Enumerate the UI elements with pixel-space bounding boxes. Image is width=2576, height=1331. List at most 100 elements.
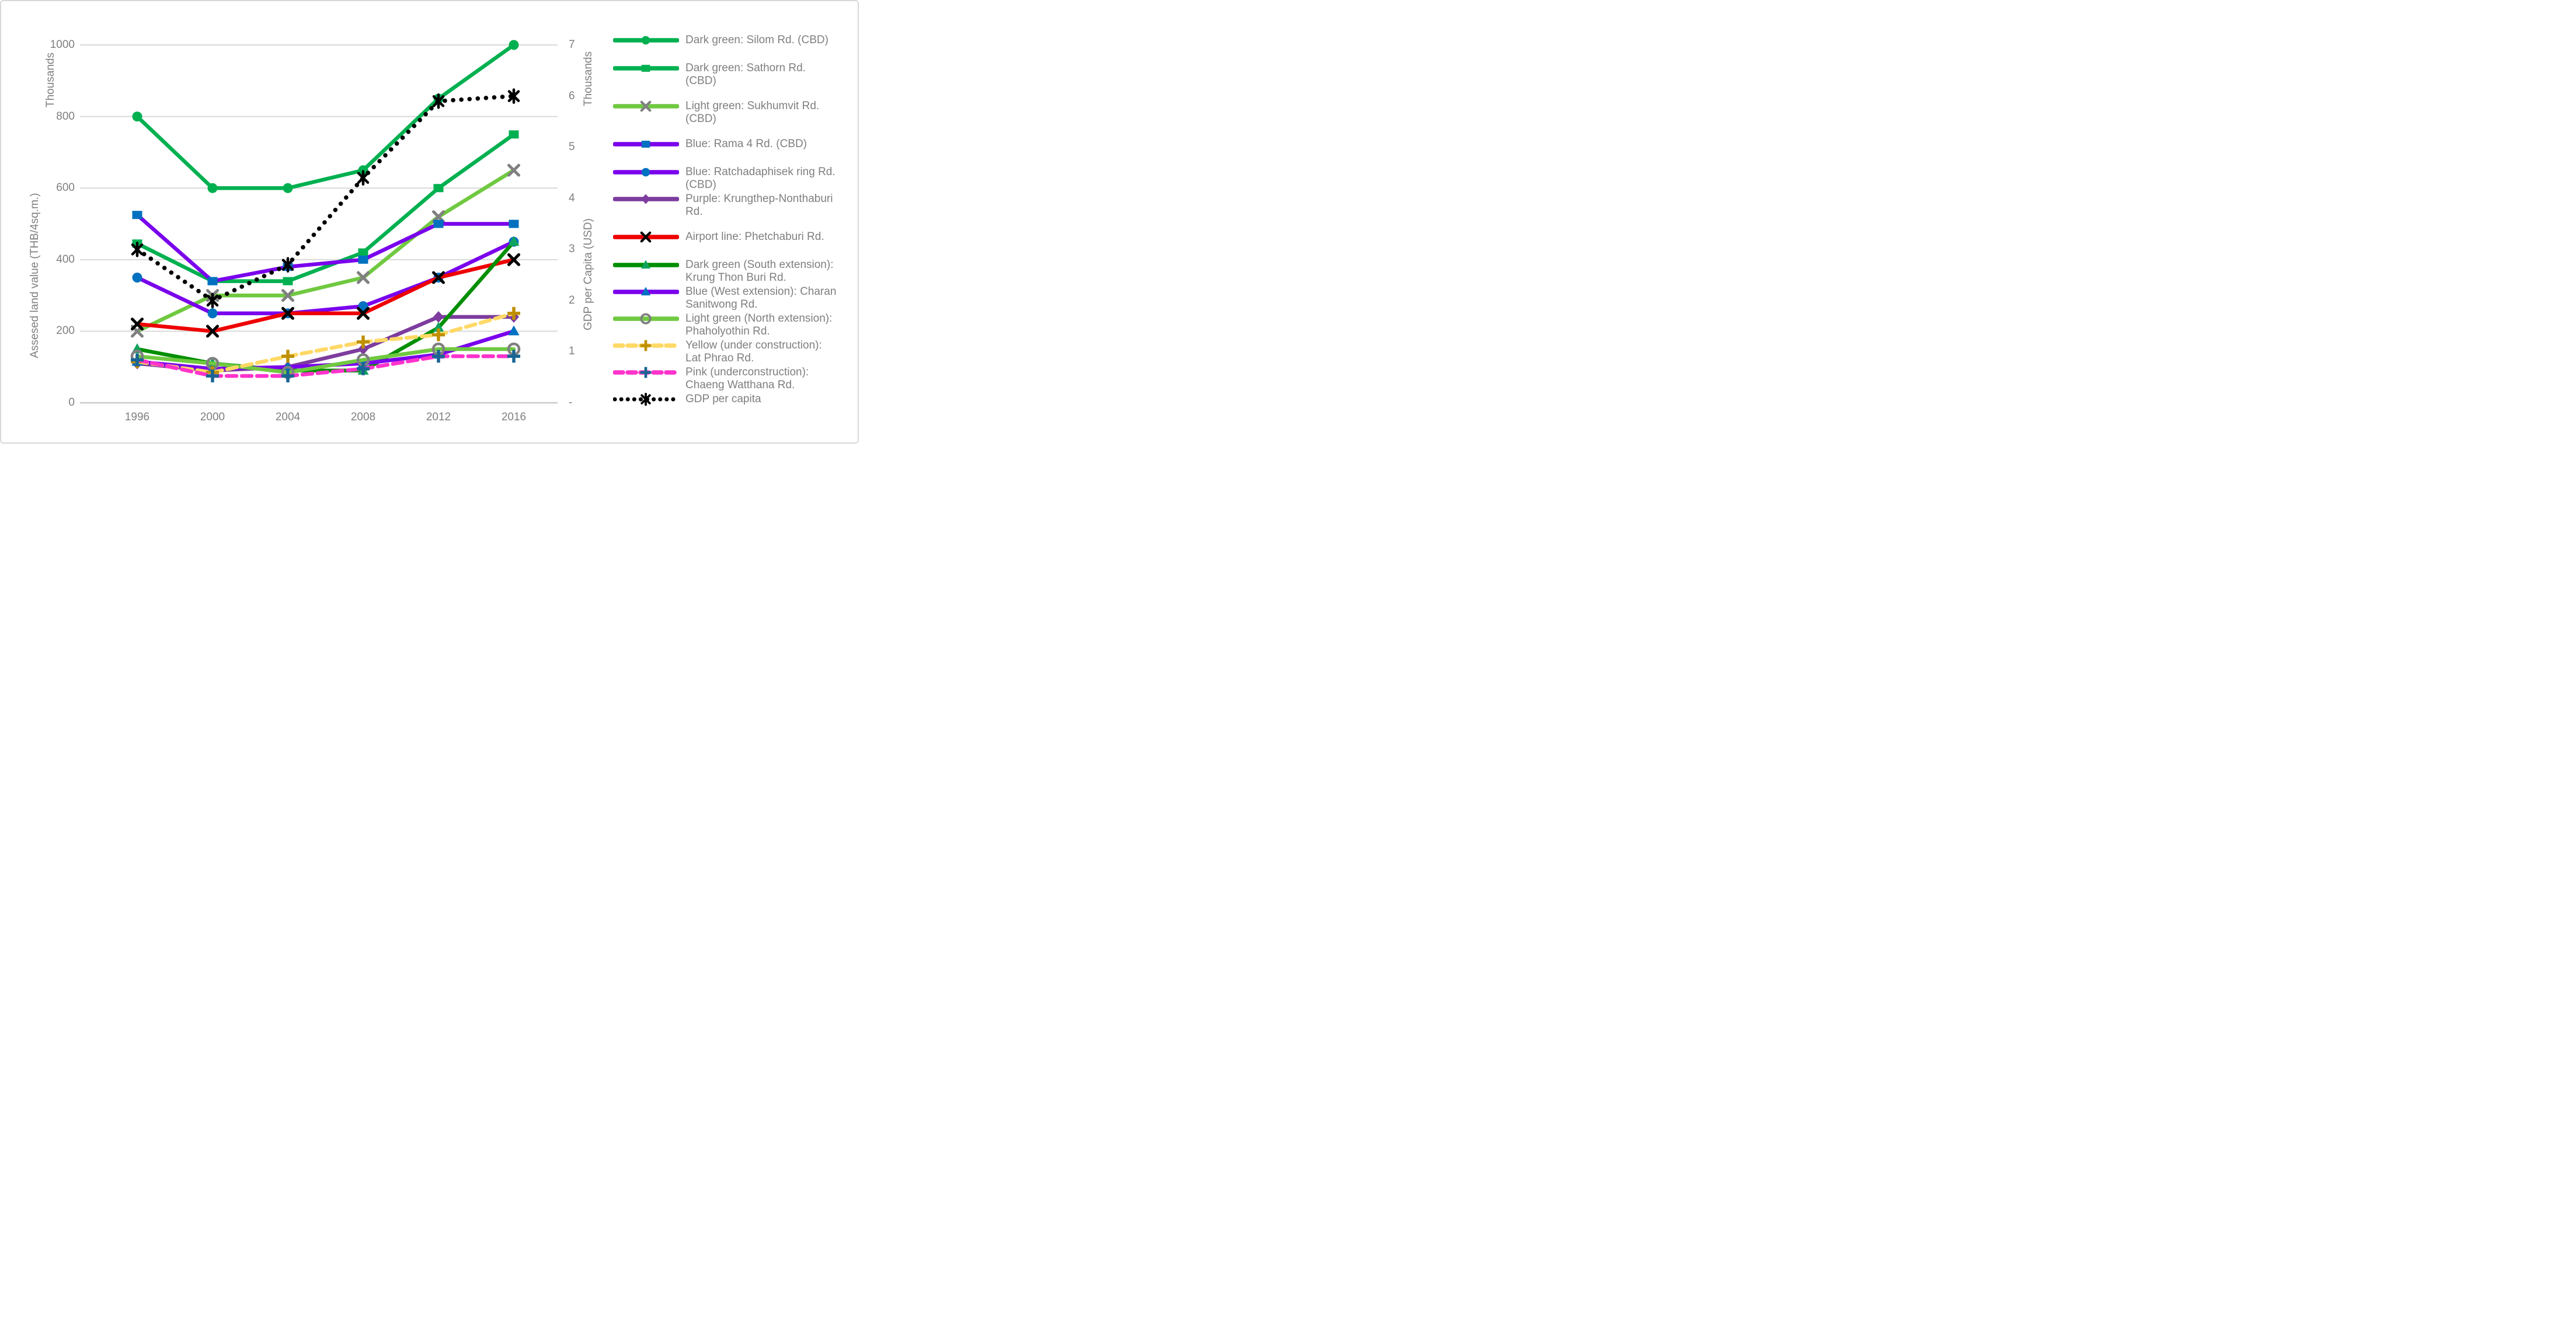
series-4-point-1996[interactable] <box>132 273 142 283</box>
series-12-point-2008[interactable] <box>357 170 370 186</box>
legend-label-5: Purple: Krungthep-Nonthaburi Rd. <box>685 193 833 218</box>
legend-swatch-6 <box>612 231 680 246</box>
right-axis-title: GDP per Capita (USD) <box>582 218 594 330</box>
series-3-point-2008[interactable] <box>358 255 368 264</box>
series-4-point-2008[interactable] <box>358 301 368 311</box>
left-tick-400: 400 <box>56 253 75 266</box>
series-5-point-2008[interactable] <box>358 343 368 355</box>
legend-swatch-12 <box>612 392 680 409</box>
series-10-point-2016[interactable] <box>507 306 520 320</box>
series-8-point-2016[interactable] <box>508 325 520 336</box>
x-tick-2016: 2016 <box>501 411 527 423</box>
legend-item-5[interactable]: Purple: Krungthep-Nonthaburi Rd. <box>612 193 847 218</box>
legend-swatch-7 <box>612 259 680 274</box>
series-11-point-2016[interactable] <box>507 350 520 363</box>
legend-item-1[interactable]: Dark green: Sathorn Rd. (CBD) <box>612 62 847 88</box>
legend-label-1: Dark green: Sathorn Rd. (CBD) <box>685 62 806 87</box>
series-line-3[interactable] <box>135 212 516 283</box>
series-6-point-2000[interactable] <box>206 325 219 338</box>
right-tick-7: 7 <box>569 39 575 51</box>
legend-swatch-0 <box>612 34 680 50</box>
series-1-point-2012[interactable] <box>433 184 444 193</box>
series-11-point-1996[interactable] <box>131 353 144 367</box>
series-12-point-2016[interactable] <box>507 88 520 104</box>
legend-item-6[interactable]: Airport line: Phetchaburi Rd. <box>612 231 847 246</box>
legend-swatch-1 <box>612 62 680 78</box>
series-11-point-2008[interactable] <box>357 362 370 375</box>
series-12-point-1996[interactable] <box>131 242 144 257</box>
series-line-9[interactable] <box>135 347 516 375</box>
series-6-point-2016[interactable] <box>507 253 520 266</box>
legend-swatch-11 <box>612 366 680 382</box>
left-tick-0: 0 <box>68 396 75 409</box>
legend-item-12[interactable]: GDP per capita <box>612 392 847 409</box>
series-11-point-2000[interactable] <box>206 370 219 382</box>
series-line-11[interactable] <box>135 354 516 378</box>
series-1-point-2008[interactable] <box>358 248 368 257</box>
legend-item-10[interactable]: Yellow (under construction): Lat Phrao R… <box>612 339 847 365</box>
series-0-point-1996[interactable] <box>132 112 142 122</box>
legend-label-9: Light green (North extension): Phaholyot… <box>685 312 833 337</box>
series-11-point-2012[interactable] <box>432 350 445 363</box>
series-line-12[interactable] <box>135 93 516 303</box>
series-5-point-2012[interactable] <box>433 311 444 323</box>
series-0-point-2016[interactable] <box>509 40 519 50</box>
series-line-6[interactable] <box>135 257 516 333</box>
right-tick-4: 4 <box>569 191 575 204</box>
legend-swatch-4 <box>612 166 680 182</box>
legend-item-2[interactable]: Light green: Sukhumvit Rd. (CBD) <box>612 100 847 126</box>
legend-item-3[interactable]: Blue: Rama 4 Rd. (CBD) <box>612 138 847 154</box>
legend-swatch-8 <box>612 285 680 301</box>
legend-swatch-9 <box>612 312 680 328</box>
series-line-2[interactable] <box>135 168 516 333</box>
series-12-point-2012[interactable] <box>432 93 445 109</box>
series-3-point-2016[interactable] <box>509 219 519 228</box>
series-0-point-2004[interactable] <box>283 183 293 193</box>
right-tick-5: 5 <box>569 141 575 154</box>
series-6-point-2008[interactable] <box>357 306 370 320</box>
series-2-point-2016[interactable] <box>507 163 520 177</box>
series-10-point-2012[interactable] <box>432 328 445 342</box>
legend-item-0[interactable]: Dark green: Silom Rd. (CBD) <box>612 34 847 50</box>
series-2-point-2008[interactable] <box>357 271 370 284</box>
series-10-point-2008[interactable] <box>357 335 370 349</box>
legend-swatch-5 <box>612 193 680 208</box>
series-12-point-2004[interactable] <box>281 257 294 273</box>
series-2-point-2004[interactable] <box>281 289 294 302</box>
series-line-1[interactable] <box>135 133 516 283</box>
series-1-point-2004[interactable] <box>283 277 293 285</box>
series-7-point-2016[interactable] <box>508 236 520 246</box>
series-4-point-2000[interactable] <box>207 308 218 319</box>
series-6-point-2012[interactable] <box>432 271 445 284</box>
series-6-point-2004[interactable] <box>281 306 294 320</box>
legend-label-7: Dark green (South extension): Krung Thon… <box>685 259 834 284</box>
right-tick--: - <box>569 396 573 409</box>
series-11-point-2004[interactable] <box>281 370 294 382</box>
series-1-point-2016[interactable] <box>509 130 519 139</box>
x-tick-2012: 2012 <box>426 411 451 423</box>
legend-item-4[interactable]: Blue: Ratchadaphisek ring Rd. (CBD) <box>612 166 847 191</box>
series-line-10[interactable] <box>135 311 516 375</box>
legend-label-0: Dark green: Silom Rd. (CBD) <box>685 34 829 46</box>
right-tick-3: 3 <box>569 243 575 256</box>
series-7-point-2012[interactable] <box>433 322 444 332</box>
left-tick-600: 600 <box>56 182 75 194</box>
x-tick-2000: 2000 <box>200 411 225 423</box>
legend-item-7[interactable]: Dark green (South extension): Krung Thon… <box>612 259 847 284</box>
series-3-point-2000[interactable] <box>207 277 218 285</box>
series-3-point-2012[interactable] <box>433 219 444 228</box>
right-tick-1: 1 <box>569 345 575 358</box>
legend-item-9[interactable]: Light green (North extension): Phaholyot… <box>612 312 847 338</box>
right-tick-6: 6 <box>569 89 575 102</box>
chart-container: Thousands Assesed land value (THB/4sq.m.… <box>0 0 859 444</box>
series-line-0[interactable] <box>135 43 516 190</box>
series-6-point-1996[interactable] <box>131 318 144 331</box>
series-0-point-2000[interactable] <box>207 183 218 193</box>
series-line-4[interactable] <box>135 239 516 316</box>
series-10-point-2004[interactable] <box>281 350 294 363</box>
legend-item-8[interactable]: Blue (West extension): Charan Sanitwong … <box>612 285 847 311</box>
series-3-point-1996[interactable] <box>132 211 142 219</box>
legend-label-4: Blue: Ratchadaphisek ring Rd. (CBD) <box>685 166 836 191</box>
series-12-point-2000[interactable] <box>206 292 219 309</box>
legend-item-11[interactable]: Pink (underconstruction): Chaeng Watthan… <box>612 366 847 392</box>
